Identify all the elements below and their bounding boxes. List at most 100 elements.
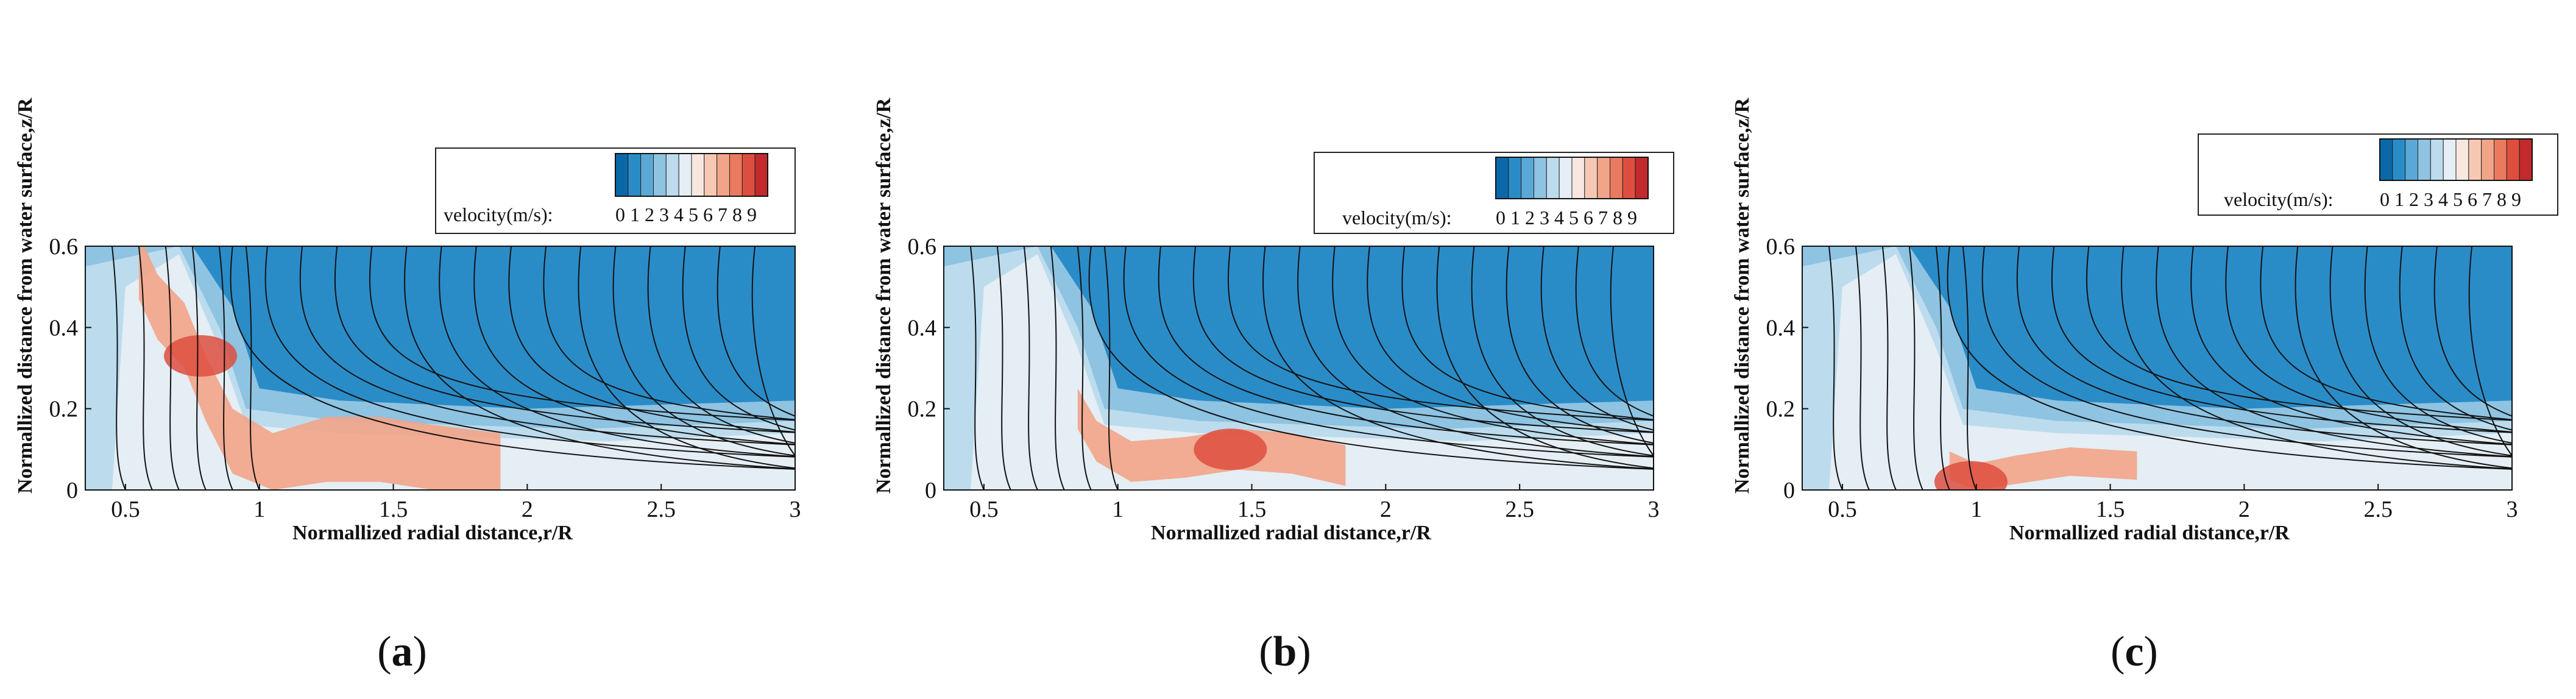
colorbar-tick-label: 0	[615, 204, 625, 225]
colorbar-swatch	[1622, 157, 1636, 199]
colorbar-tick-label: 9	[2511, 188, 2521, 210]
colorbar-tick-label: 0	[1496, 207, 1506, 229]
streamline	[2016, 246, 2512, 445]
streamline	[369, 246, 795, 421]
streamline	[138, 246, 153, 490]
colorbar-tick-label: 9	[1627, 207, 1637, 229]
streamline	[1962, 246, 1977, 490]
colorbar-swatch	[2405, 138, 2418, 181]
streamline	[717, 246, 795, 417]
colorbar-label: velocity(m/s):	[2224, 188, 2334, 210]
colorbar-swatch	[704, 153, 718, 197]
colorbar-tick-label: 8	[2497, 188, 2507, 210]
colorbar-tick-label: 9	[747, 204, 757, 225]
colorbar-tick-label: 8	[1613, 207, 1622, 229]
colorbar-swatch	[2443, 138, 2457, 181]
colorbar-tick-label: 1	[1510, 207, 1520, 229]
plot-frame	[1802, 246, 2513, 491]
x-tick-label: 1	[253, 497, 265, 522]
x-tick-label: 0.5	[111, 497, 140, 522]
y-tick-label: 0.6	[908, 234, 937, 260]
x-tick-label: 0.5	[1828, 497, 1857, 522]
y-tick-label: 0.4	[1766, 315, 1796, 341]
streamline	[1881, 246, 1897, 490]
streamline	[1855, 246, 1870, 490]
streamline	[996, 246, 1011, 490]
streamline	[1506, 246, 1654, 444]
streamline	[2121, 246, 2512, 470]
contour-plot-a: 0.5 1 1.5 2 2.5 3 0 0.2 0.4 0.6 Normallized dista…	[14, 98, 801, 544]
colorbar-swatch	[2418, 138, 2431, 181]
y-tick-label: 0	[1783, 478, 1795, 503]
colorbar-swatch	[653, 153, 667, 197]
streamline	[1935, 246, 1950, 490]
y-tick-label: 0	[925, 478, 936, 503]
colorbar-swatch	[717, 153, 730, 197]
streamline	[1192, 246, 1654, 433]
colorbar-tick-label: 2	[645, 204, 654, 225]
peak-velocity-region	[164, 335, 238, 377]
colorbar-label: velocity(m/s):	[1342, 207, 1452, 229]
streamline	[2468, 246, 2512, 457]
x-tick-label: 2.5	[2363, 497, 2393, 522]
colorbar-swatch	[2481, 138, 2494, 181]
streamline	[751, 246, 795, 457]
x-tick-label: 1	[1970, 497, 1982, 522]
streamline	[1436, 246, 1654, 469]
streamline	[2190, 246, 2512, 445]
streamline	[1610, 246, 1654, 457]
streamline	[264, 246, 795, 458]
panel-c: 0.5 1 1.5 2 2.5 3 0 0.2 0.4 0.6 Normallized dista…	[1717, 0, 2575, 699]
y-tick-label: 0	[66, 478, 78, 503]
streamline	[2433, 246, 2512, 417]
streamline	[1575, 246, 1654, 417]
colorbar-swatch	[2455, 138, 2469, 181]
y-tick-label: 0.4	[49, 315, 79, 341]
panel-a: 0.5 1 1.5 2 2.5 3 0 0.2 0.4 0.6 Normallized dista…	[0, 0, 858, 699]
colorbar-swatch	[640, 153, 654, 197]
colorbar-swatch	[1521, 157, 1534, 199]
streamline	[1050, 246, 1065, 490]
streamline	[404, 246, 795, 470]
colorbar-frame	[615, 153, 768, 197]
streamline	[1540, 246, 1654, 431]
streamline	[111, 246, 126, 490]
colorbar-swatch	[2430, 138, 2444, 181]
plot-frame	[85, 246, 796, 491]
streamline	[230, 246, 795, 470]
streamline	[1262, 246, 1654, 470]
x-tick-label: 1.5	[379, 497, 408, 522]
colorbar-tick-label: 3	[659, 204, 669, 225]
streamline	[1088, 246, 1654, 470]
streamline	[473, 246, 795, 445]
colorbar-swatch	[1571, 157, 1585, 199]
streamline	[2156, 246, 2512, 458]
streamline	[1947, 246, 2512, 470]
colorbar-swatch	[754, 153, 768, 197]
streamline	[1227, 246, 1654, 421]
streamline	[1103, 246, 1119, 490]
colorbar-tick-label: 7	[718, 204, 727, 225]
colorbar-tick-label: 5	[688, 204, 698, 225]
y-tick-label: 0.2	[1766, 397, 1796, 422]
colorbar-tick-label: 2	[2409, 188, 2419, 210]
streamline	[1401, 246, 1654, 420]
streamline	[1828, 246, 1843, 490]
colorbar-swatch	[665, 153, 679, 197]
colorbar-swatch	[678, 153, 692, 197]
contour-band	[1829, 254, 2512, 490]
colorbar-swatch	[1534, 157, 1547, 199]
panel-label-c: (c)	[2111, 628, 2158, 675]
streamline	[1908, 246, 1923, 490]
colorbar-swatch	[615, 153, 629, 197]
x-axis-label: Normallized radial distance,r/R	[1151, 522, 1431, 544]
x-tick-label: 2	[522, 497, 533, 522]
streamline	[1981, 246, 2512, 458]
x-tick-label: 3	[790, 497, 801, 522]
colorbar-label: velocity(m/s):	[444, 204, 553, 225]
y-tick-label: 0.2	[49, 397, 79, 422]
colorbar-swatch	[1584, 157, 1598, 199]
x-tick-label: 2	[2238, 497, 2250, 522]
